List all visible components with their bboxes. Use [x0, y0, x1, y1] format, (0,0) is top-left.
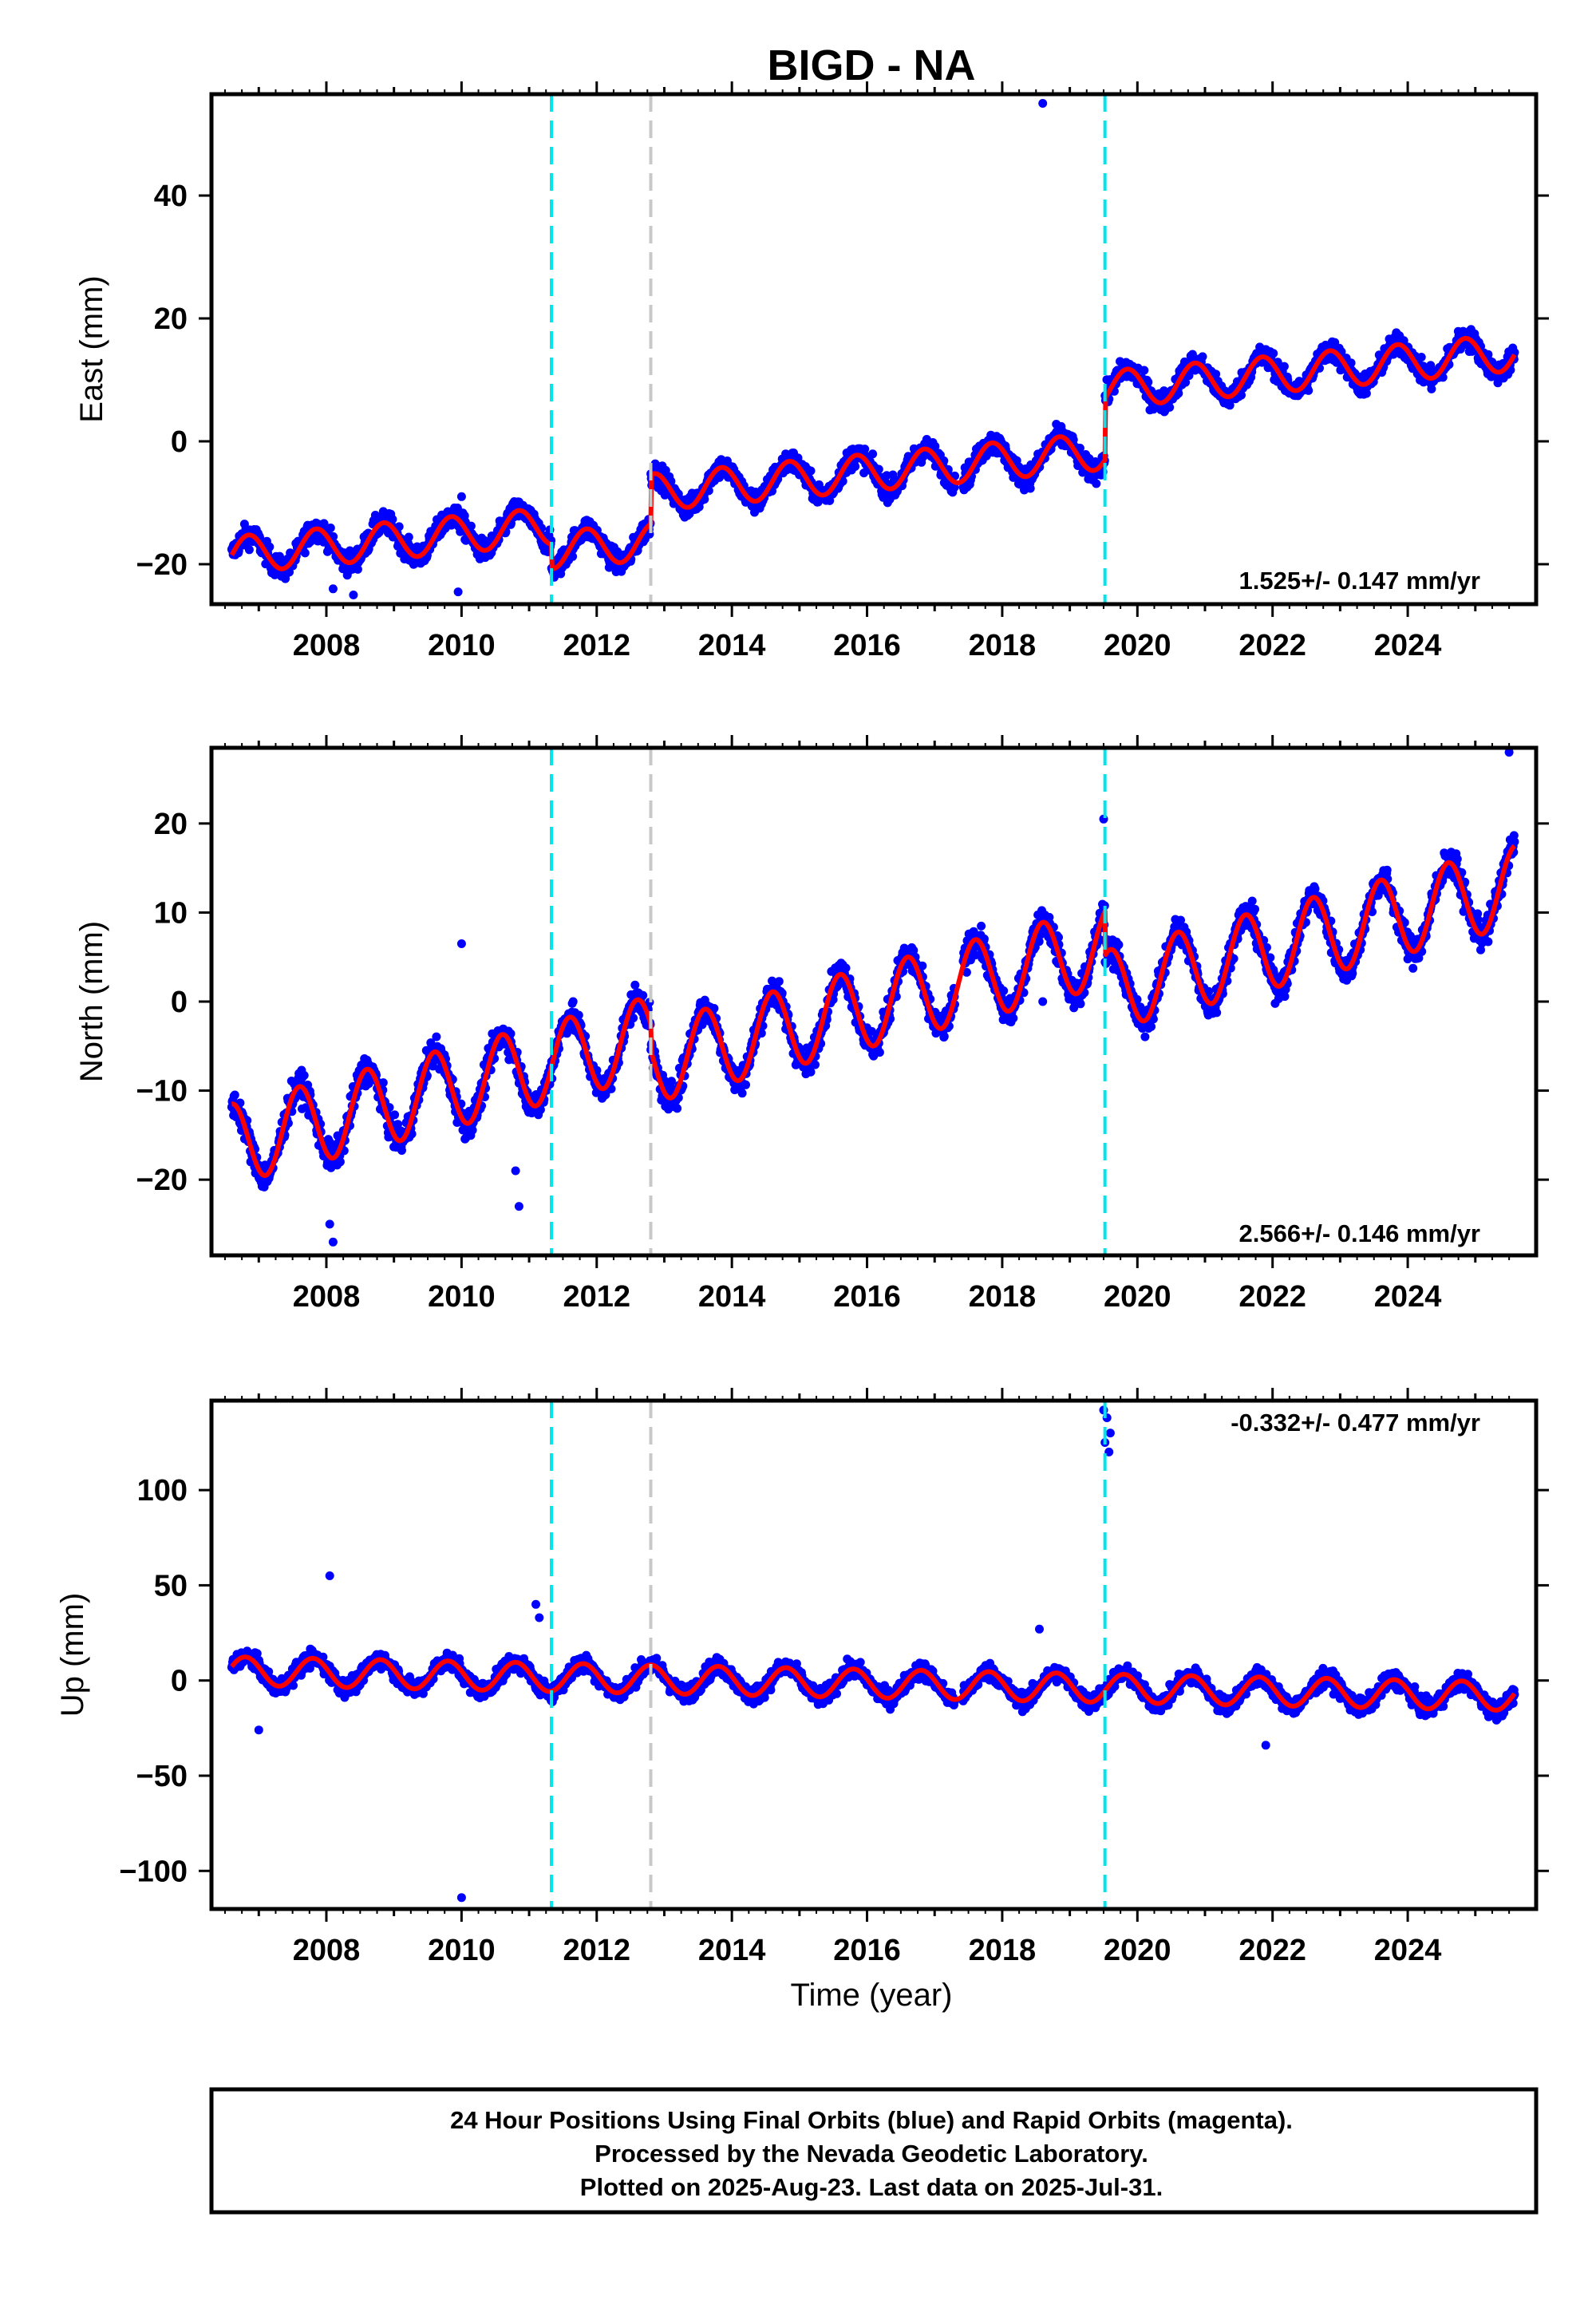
data-point	[930, 441, 940, 451]
data-point	[630, 980, 640, 990]
data-point	[299, 1071, 309, 1080]
outlier-point	[1038, 99, 1048, 108]
data-point	[868, 449, 878, 459]
data-point	[700, 495, 709, 504]
data-point	[300, 548, 310, 558]
data-point	[667, 1077, 676, 1086]
data-point	[432, 1032, 441, 1041]
data-point	[838, 476, 847, 486]
data-point	[1025, 484, 1035, 493]
data-point	[1279, 362, 1289, 371]
data-point	[741, 1080, 750, 1089]
data-point	[737, 1089, 747, 1098]
data-point	[1427, 384, 1436, 393]
data-point	[875, 1048, 884, 1057]
data-point	[394, 522, 404, 532]
x-tick-label: 2018	[969, 629, 1037, 662]
data-point	[806, 1067, 816, 1077]
data-point	[1165, 402, 1175, 412]
data-point	[353, 564, 362, 574]
x-tick-label: 2008	[293, 629, 361, 662]
outlier-point	[328, 584, 338, 594]
data-point	[230, 1090, 239, 1100]
data-point	[1304, 385, 1314, 395]
y-tick-label: 0	[171, 425, 188, 459]
y-tick-label: 20	[154, 302, 188, 336]
data-point	[568, 551, 578, 561]
velocity-label: 1.525+/- 0.147 mm/yr	[1239, 567, 1480, 595]
data-point	[390, 1110, 400, 1120]
data-points	[227, 99, 1519, 599]
data-point	[950, 483, 959, 492]
data-point	[468, 1125, 477, 1135]
data-point	[793, 453, 803, 463]
x-tick-label: 2020	[1104, 629, 1171, 662]
data-point	[244, 545, 254, 555]
outlier-point	[349, 591, 358, 599]
data-point	[404, 532, 413, 542]
data-point	[774, 977, 784, 986]
data-point	[874, 464, 883, 474]
data-point	[397, 1146, 406, 1155]
data-point	[811, 1060, 820, 1069]
y-axis-label: East (mm)	[74, 275, 109, 422]
plot-area	[227, 748, 1519, 1247]
data-point	[1140, 366, 1149, 375]
plot-area	[227, 99, 1519, 599]
figure-title: BIGD - NA	[768, 41, 976, 89]
data-point	[860, 445, 870, 454]
data-point	[841, 963, 851, 973]
data-point	[977, 921, 986, 931]
data-point	[1416, 353, 1426, 362]
x-tick-label: 2024	[1374, 629, 1442, 662]
data-point	[806, 466, 816, 476]
data-point	[466, 521, 476, 531]
data-point	[335, 1157, 345, 1167]
data-point	[1269, 349, 1278, 358]
x-tick-label: 2014	[698, 629, 766, 662]
data-point	[326, 524, 335, 532]
data-point	[319, 519, 329, 528]
data-point	[673, 1104, 682, 1113]
y-tick-label: 40	[154, 180, 188, 213]
data-point	[265, 542, 275, 551]
data-point	[568, 997, 578, 1006]
data-point	[999, 986, 1009, 995]
data-point	[1092, 479, 1101, 488]
outlier-point	[456, 492, 466, 501]
outlier-point	[453, 587, 463, 597]
x-tick-label: 2010	[428, 629, 496, 662]
data-point	[851, 462, 860, 471]
data-point	[388, 515, 397, 524]
data-point	[1198, 352, 1207, 362]
data-point	[939, 1032, 949, 1041]
y-tick-label: −20	[136, 548, 188, 582]
data-point	[1009, 1014, 1018, 1023]
x-tick-label: 2022	[1238, 629, 1306, 662]
east-panel: 2008 2010 2012 2014 2016 2018 2020 2022 2024 −20 0…	[74, 81, 1549, 662]
x-tick-label: 2012	[563, 629, 630, 662]
x-tick-label: 2016	[833, 629, 901, 662]
data-points	[227, 748, 1519, 1247]
north-panel: 2008 2010 2012 2014 2016 2018 2020 2022 2024−20−…	[74, 735, 1549, 1314]
